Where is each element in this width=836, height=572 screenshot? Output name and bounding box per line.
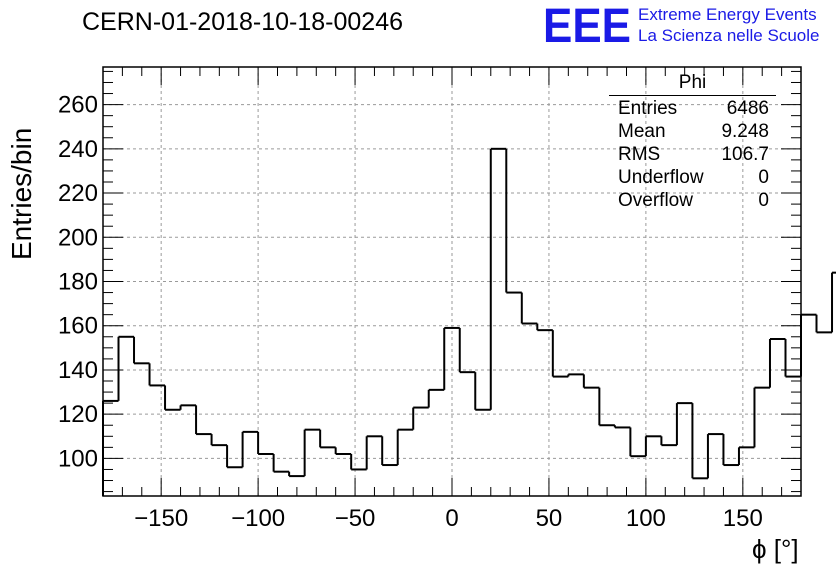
eee-logo: EEE xyxy=(543,0,631,48)
y-tick-label: 220 xyxy=(58,180,98,207)
page-title: CERN-01-2018-10-18-00246 xyxy=(82,8,404,36)
y-tick-label: 160 xyxy=(58,313,98,340)
logo-line-2: La Scienza nelle Scuole xyxy=(638,26,820,45)
y-tick-label: 240 xyxy=(58,136,98,163)
y-tick-label: 260 xyxy=(58,92,98,119)
eee-logo-mark: EEE xyxy=(543,0,631,48)
y-tick-label: 140 xyxy=(58,357,98,384)
x-tick-label: −50 xyxy=(335,505,376,532)
x-axis-label: ϕ [°] xyxy=(752,534,799,564)
stats-row-mean: Mean 9.248 xyxy=(609,120,776,143)
axis-ticks xyxy=(102,67,802,496)
stats-title: Phi xyxy=(609,72,776,96)
y-tick-label: 120 xyxy=(58,401,98,428)
stats-label: Underflow xyxy=(618,167,704,188)
y-tick-label: 100 xyxy=(58,445,98,472)
stats-label: Mean xyxy=(618,121,666,142)
stats-value: 9.248 xyxy=(721,121,769,142)
logo-line-1: Extreme Energy Events xyxy=(638,5,817,24)
stats-row-rms: RMS 106.7 xyxy=(609,143,776,166)
x-tick-label: 100 xyxy=(626,505,666,532)
tick-labels: −150 −100 −50 0 50 100 150 100 120 140 160 180 200 22… xyxy=(58,92,763,532)
grid-lines xyxy=(103,67,801,496)
stats-value: 0 xyxy=(758,167,769,188)
x-tick-label: 150 xyxy=(723,505,763,532)
x-tick-label: −150 xyxy=(134,505,188,532)
histogram-bins xyxy=(102,147,836,496)
logo-text: Extreme Energy Events La Scienza nelle S… xyxy=(638,4,819,46)
stats-row-underflow: Underflow 0 xyxy=(609,166,776,189)
stats-label: Overflow xyxy=(618,190,693,211)
y-tick-label: 180 xyxy=(58,269,98,296)
stats-row-entries: Entries 6486 xyxy=(609,97,776,120)
y-tick-label: 200 xyxy=(58,224,98,251)
stats-value: 6486 xyxy=(726,98,769,119)
x-tick-label: −100 xyxy=(231,505,285,532)
x-tick-label: 50 xyxy=(536,505,563,532)
stats-label: RMS xyxy=(618,144,661,165)
stats-value: 106.7 xyxy=(721,144,769,165)
stats-box: Phi Entries 6486 Mean 9.248 RMS 106.7 Underflo… xyxy=(609,72,776,212)
stats-row-overflow: Overflow 0 xyxy=(609,189,776,212)
stats-label: Entries xyxy=(618,98,678,119)
stats-value: 0 xyxy=(758,190,769,211)
x-tick-label: 0 xyxy=(445,505,458,532)
